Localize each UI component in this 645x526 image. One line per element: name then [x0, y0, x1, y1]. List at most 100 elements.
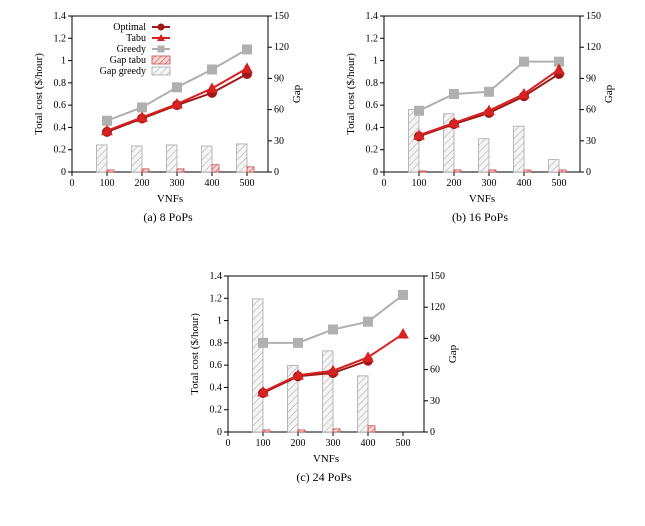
chart-panel-a: 010020030040050000.20.40.60.811.21.40306…: [28, 8, 308, 228]
chart-svg-b: 010020030040050000.20.40.60.811.21.40306…: [340, 8, 620, 208]
legend-swatch: [152, 67, 170, 75]
legend-swatch: [152, 56, 170, 64]
gap-tabu-bar: [419, 171, 426, 172]
y-right-axis-label: Gap: [447, 344, 459, 363]
y-left-tick-label: 0.8: [210, 338, 223, 349]
gap-tabu-bar: [333, 429, 340, 432]
gap-greedy-bar: [479, 139, 490, 172]
y-right-tick-label: 120: [430, 302, 445, 313]
panel-caption-c: (c) 24 PoPs: [184, 470, 464, 485]
y-right-axis-label: Gap: [603, 84, 615, 103]
x-tick-label: 200: [291, 438, 306, 449]
y-left-axis-label: Total cost ($/hour): [33, 53, 45, 135]
gap-greedy-bar: [237, 144, 248, 172]
x-tick-label: 200: [447, 178, 462, 189]
tabu-marker: [398, 329, 408, 338]
legend-marker: [158, 46, 165, 53]
y-left-tick-label: 0.8: [366, 78, 379, 89]
gap-greedy-bar: [549, 160, 560, 172]
tabu-line: [419, 69, 559, 135]
x-tick-label: 300: [482, 178, 497, 189]
panel-caption-a: (a) 8 PoPs: [28, 210, 308, 225]
y-left-tick-label: 0.2: [54, 145, 67, 156]
legend-label: Optimal: [113, 22, 146, 33]
greedy-marker: [364, 317, 373, 326]
y-left-tick-label: 1.4: [54, 11, 67, 22]
y-right-tick-label: 150: [430, 271, 445, 282]
legend-label: Greedy: [117, 44, 146, 55]
y-right-tick-label: 120: [586, 42, 601, 53]
gap-greedy-bar: [323, 351, 334, 432]
x-tick-label: 0: [70, 178, 75, 189]
greedy-marker: [399, 290, 408, 299]
y-right-tick-label: 60: [430, 365, 440, 376]
greedy-marker: [415, 106, 424, 115]
y-left-tick-label: 1.2: [210, 293, 223, 304]
y-left-tick-label: 0.6: [210, 360, 223, 371]
y-left-tick-label: 1.4: [366, 11, 379, 22]
x-tick-label: 100: [412, 178, 427, 189]
y-left-tick-label: 1: [373, 56, 378, 67]
x-tick-label: 300: [326, 438, 341, 449]
x-tick-label: 300: [170, 178, 185, 189]
tabu-marker: [242, 63, 252, 72]
chart-svg-a: 010020030040050000.20.40.60.811.21.40306…: [28, 8, 308, 208]
greedy-marker: [294, 338, 303, 347]
y-right-tick-label: 0: [274, 167, 279, 178]
tabu-marker: [363, 352, 373, 361]
gap-tabu-bar: [524, 170, 531, 172]
y-left-tick-label: 0.8: [54, 78, 67, 89]
gap-tabu-bar: [298, 430, 305, 432]
y-right-tick-label: 30: [430, 396, 440, 407]
greedy-marker: [173, 83, 182, 92]
x-tick-label: 500: [240, 178, 255, 189]
greedy-line: [263, 295, 403, 343]
y-left-tick-label: 0.6: [366, 100, 379, 111]
greedy-marker: [259, 338, 268, 347]
gap-greedy-bar: [132, 146, 143, 172]
y-right-tick-label: 0: [586, 167, 591, 178]
legend-label: Gap greedy: [100, 66, 146, 77]
x-tick-label: 500: [552, 178, 567, 189]
y-left-tick-label: 1: [217, 316, 222, 327]
gap-greedy-bar: [97, 145, 108, 172]
gap-tabu-bar: [559, 170, 566, 172]
x-tick-label: 100: [100, 178, 115, 189]
y-left-tick-label: 0: [373, 167, 378, 178]
greedy-marker: [138, 103, 147, 112]
x-axis-label: VNFs: [157, 193, 183, 205]
y-right-tick-label: 90: [430, 333, 440, 344]
y-right-tick-label: 150: [586, 11, 601, 22]
gap-greedy-bar: [358, 376, 369, 432]
gap-tabu-bar: [489, 170, 496, 172]
x-tick-label: 400: [361, 438, 376, 449]
greedy-marker: [208, 65, 217, 74]
y-left-tick-label: 0.2: [366, 145, 379, 156]
gap-tabu-bar: [368, 426, 375, 432]
gap-tabu-bar: [454, 170, 461, 172]
y-right-tick-label: 30: [274, 136, 284, 147]
greedy-marker: [243, 45, 252, 54]
y-right-tick-label: 120: [274, 42, 289, 53]
y-left-tick-label: 0.2: [210, 405, 223, 416]
x-tick-label: 400: [205, 178, 220, 189]
y-left-tick-label: 0.4: [54, 122, 67, 133]
optimal-line: [263, 361, 368, 393]
gap-greedy-bar: [167, 145, 178, 172]
greedy-marker: [103, 116, 112, 125]
y-left-tick-label: 0: [217, 427, 222, 438]
y-right-tick-label: 150: [274, 11, 289, 22]
greedy-marker: [520, 57, 529, 66]
y-left-axis-label: Total cost ($/hour): [345, 53, 357, 135]
y-left-tick-label: 1: [61, 56, 66, 67]
y-left-tick-label: 1.2: [366, 33, 379, 44]
gap-tabu-bar: [142, 169, 149, 172]
y-right-tick-label: 90: [586, 73, 596, 84]
x-tick-label: 0: [226, 438, 231, 449]
gap-tabu-bar: [177, 169, 184, 172]
legend-label: Gap tabu: [110, 55, 146, 66]
y-left-tick-label: 0.4: [210, 382, 223, 393]
legend-marker: [158, 24, 165, 31]
x-tick-label: 200: [135, 178, 150, 189]
gap-tabu-bar: [247, 167, 254, 172]
